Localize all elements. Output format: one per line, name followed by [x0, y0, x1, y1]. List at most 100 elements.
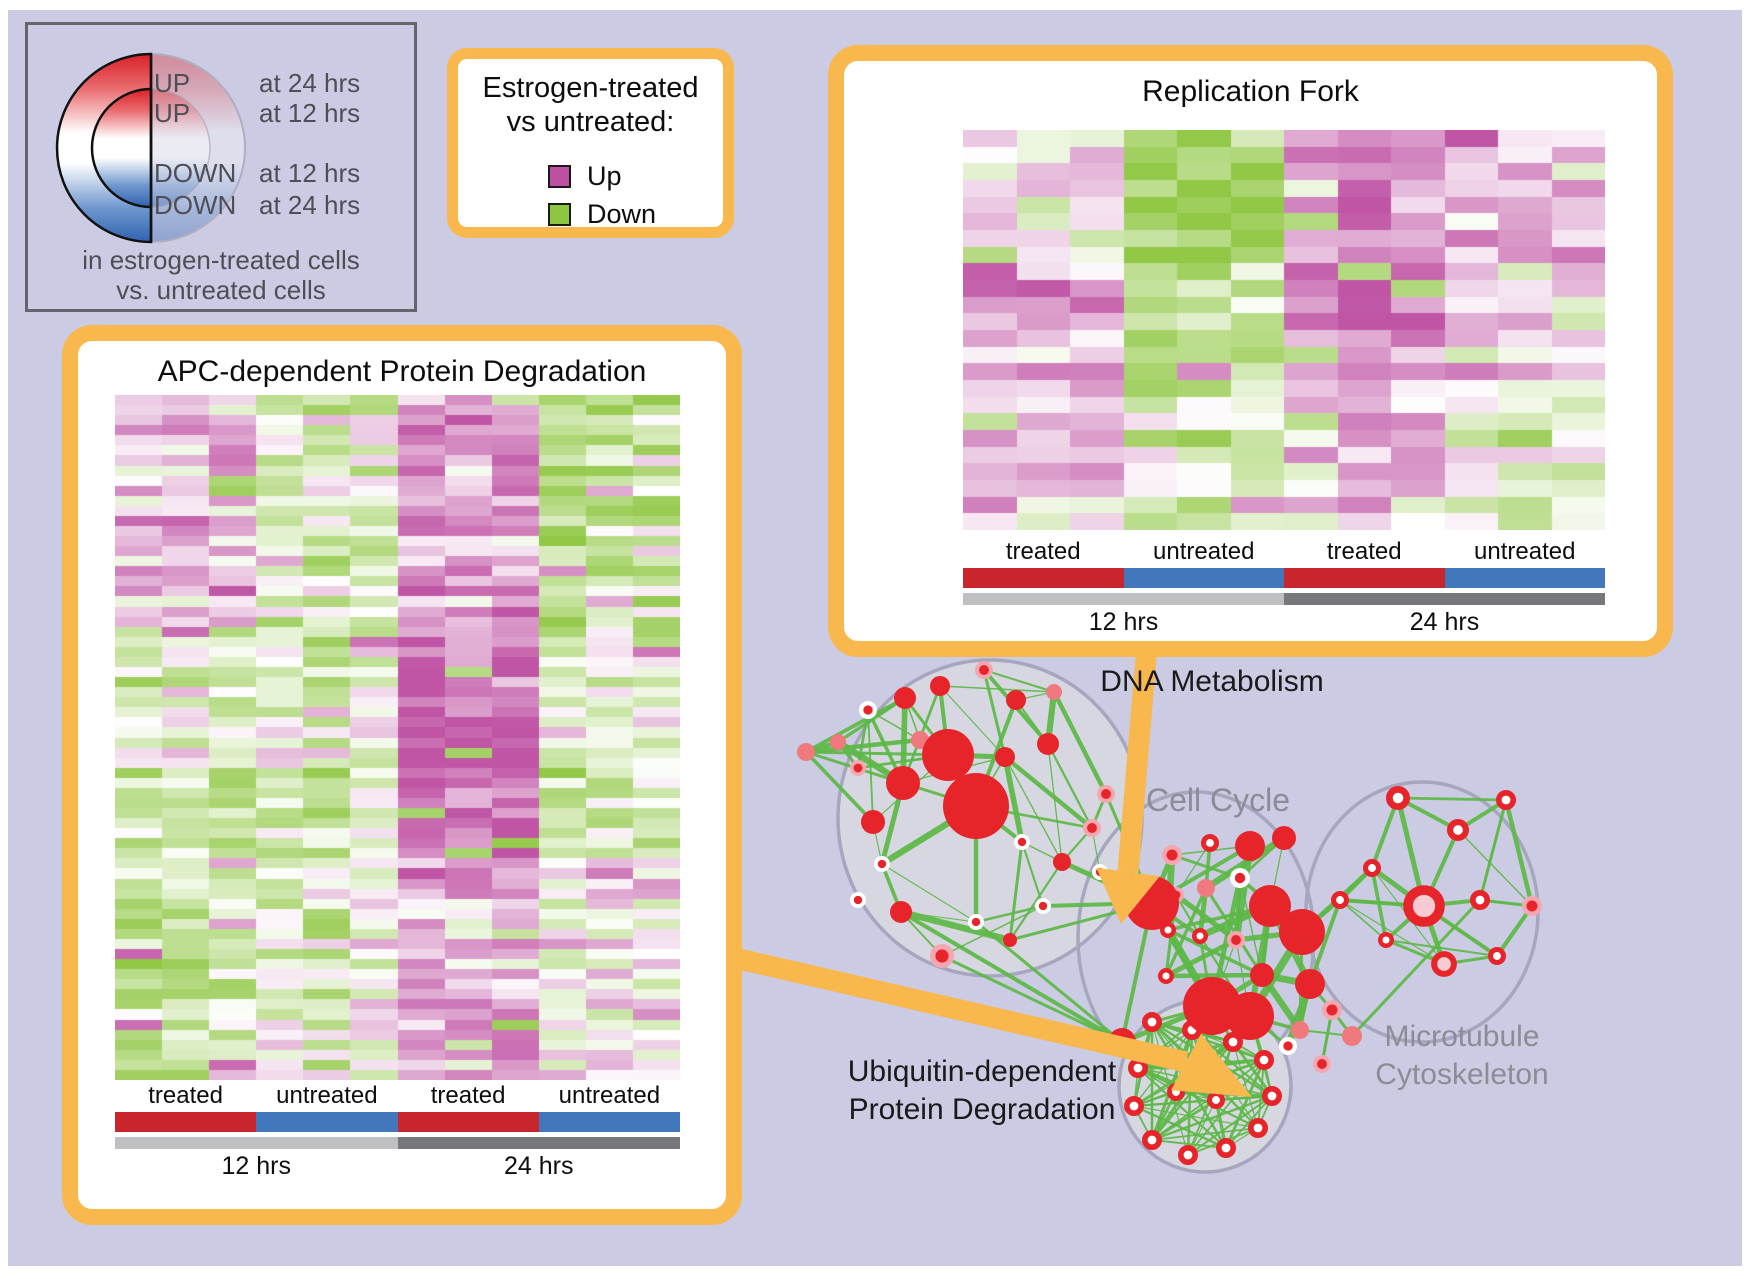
untreated-label-24hrs: untreated — [1474, 538, 1576, 565]
legend-row-down-12hrs: DOWN at 12 hrs — [154, 158, 361, 188]
ubiquitin-label-line1: Ubiquitin-dependent — [847, 1055, 1117, 1088]
network-edge — [982, 669, 1007, 758]
bar-24hrs — [1284, 593, 1605, 605]
treated-bar-24hrs — [397, 1112, 539, 1132]
network-edge — [983, 669, 1055, 693]
node-big-ring — [1403, 885, 1445, 927]
network-edge — [1370, 797, 1400, 869]
node-solid — [861, 810, 885, 834]
treated-label-24hrs: treated — [1326, 538, 1402, 565]
node-solid — [1053, 853, 1071, 871]
network-edge — [1002, 756, 1025, 843]
node-ring — [1142, 1130, 1163, 1151]
node-ring — [1262, 1086, 1283, 1107]
apc-heatmap — [115, 395, 680, 1080]
network-edge — [1046, 743, 1094, 829]
network-edge — [939, 685, 1055, 693]
node-solid — [995, 747, 1015, 767]
node-ring — [1128, 1058, 1149, 1079]
node-solid — [1006, 690, 1026, 710]
node-solid — [1183, 977, 1241, 1035]
node-ring — [1216, 1138, 1237, 1159]
node-solid — [1279, 909, 1325, 955]
network-edge — [1151, 1139, 1227, 1149]
down-label: Down — [587, 199, 657, 229]
legend-caption-line1: in estrogen-treated cells — [82, 245, 360, 275]
network-edge — [1004, 756, 1063, 863]
node-solid — [886, 766, 920, 800]
node-core — [1231, 935, 1241, 945]
replication-fork-panel: Replication Fork treated untreated treat… — [828, 45, 1673, 657]
bar-12hrs — [115, 1137, 398, 1149]
node-solid — [1272, 826, 1296, 850]
apc-time-bar — [115, 1137, 680, 1149]
node-ring — [1470, 889, 1491, 910]
node-ring — [1223, 1032, 1244, 1053]
node-core — [1087, 823, 1097, 833]
node-pink-solid — [1046, 684, 1062, 700]
node-pink-solid — [830, 734, 846, 750]
node-ring — [1157, 967, 1174, 984]
node-solid — [1249, 885, 1291, 927]
node-core — [853, 895, 863, 905]
node-core — [1101, 789, 1111, 799]
treated-label-12hrs: treated — [148, 1082, 223, 1109]
node-core — [1326, 1004, 1338, 1016]
node-core — [935, 949, 949, 963]
network-edge — [1478, 799, 1508, 901]
network-edge — [1397, 796, 1507, 802]
node-pink-solid — [1291, 1021, 1309, 1039]
node-big-ring — [1431, 951, 1457, 977]
gradient-circles-icon — [55, 52, 246, 244]
network-edge — [881, 863, 977, 923]
estrogen-legend-title: Estrogen-treated vs untreated: — [482, 72, 699, 138]
apc-group-labels: treated untreated treated untreated — [115, 1082, 680, 1110]
network-edge — [1151, 1098, 1217, 1142]
legend-row-up-12hrs: UP at 12 hrs — [154, 98, 361, 128]
untreated-label-24hrs: untreated — [558, 1082, 661, 1109]
node-core — [1317, 1059, 1327, 1069]
node-ring — [1496, 789, 1517, 810]
legend-row-down-24hrs: DOWN at 24 hrs — [154, 190, 361, 220]
network-edge — [1151, 1094, 1273, 1142]
untreated-bar-12hrs — [1123, 568, 1284, 588]
network-edge — [1167, 928, 1263, 977]
ubiquitin-label-line2: Protein Degradation — [848, 1093, 1116, 1126]
treated-bar-12hrs — [115, 1112, 257, 1132]
network-edge — [1047, 743, 1063, 863]
network-edge — [804, 750, 875, 824]
node-ring — [1178, 1145, 1199, 1166]
network-edge — [1133, 1104, 1227, 1150]
untreated-bar-24hrs — [538, 1112, 680, 1132]
apc-panel-title: APC-dependent Protein Degradation — [157, 355, 647, 388]
node-core — [979, 665, 989, 675]
node-pink-solid — [1197, 879, 1215, 897]
node-core — [1283, 1041, 1293, 1051]
rf-group-labels: treated untreated treated untreated — [963, 538, 1605, 566]
node-ring — [1377, 931, 1394, 948]
up-color-swatch — [548, 165, 571, 188]
bar-24hrs — [397, 1137, 680, 1149]
network-edge — [1133, 1105, 1259, 1129]
node-solid — [1003, 933, 1017, 947]
network-edge — [1052, 690, 1108, 796]
treated-label-24hrs: treated — [430, 1082, 506, 1109]
network-edge — [1137, 1067, 1259, 1129]
node-solid — [930, 676, 950, 696]
node-core — [863, 705, 873, 715]
network-edge — [1151, 1127, 1259, 1141]
network-edge — [939, 685, 1006, 758]
node-ring — [1331, 891, 1350, 910]
node-ring — [1446, 819, 1469, 842]
apc-time-labels: 12 hrs 24 hrs — [115, 1152, 680, 1181]
treated-bar-12hrs — [963, 568, 1124, 588]
untreated-bar-12hrs — [256, 1112, 398, 1132]
legend-row-up-24hrs: UP at 24 hrs — [154, 68, 361, 98]
node-ring — [1254, 1050, 1275, 1071]
node-ring — [1363, 859, 1382, 878]
flow-arrow-shaft — [697, 939, 1189, 1073]
node-ring — [1385, 785, 1410, 810]
network-edge — [805, 737, 921, 755]
up-label: Up — [587, 161, 622, 191]
